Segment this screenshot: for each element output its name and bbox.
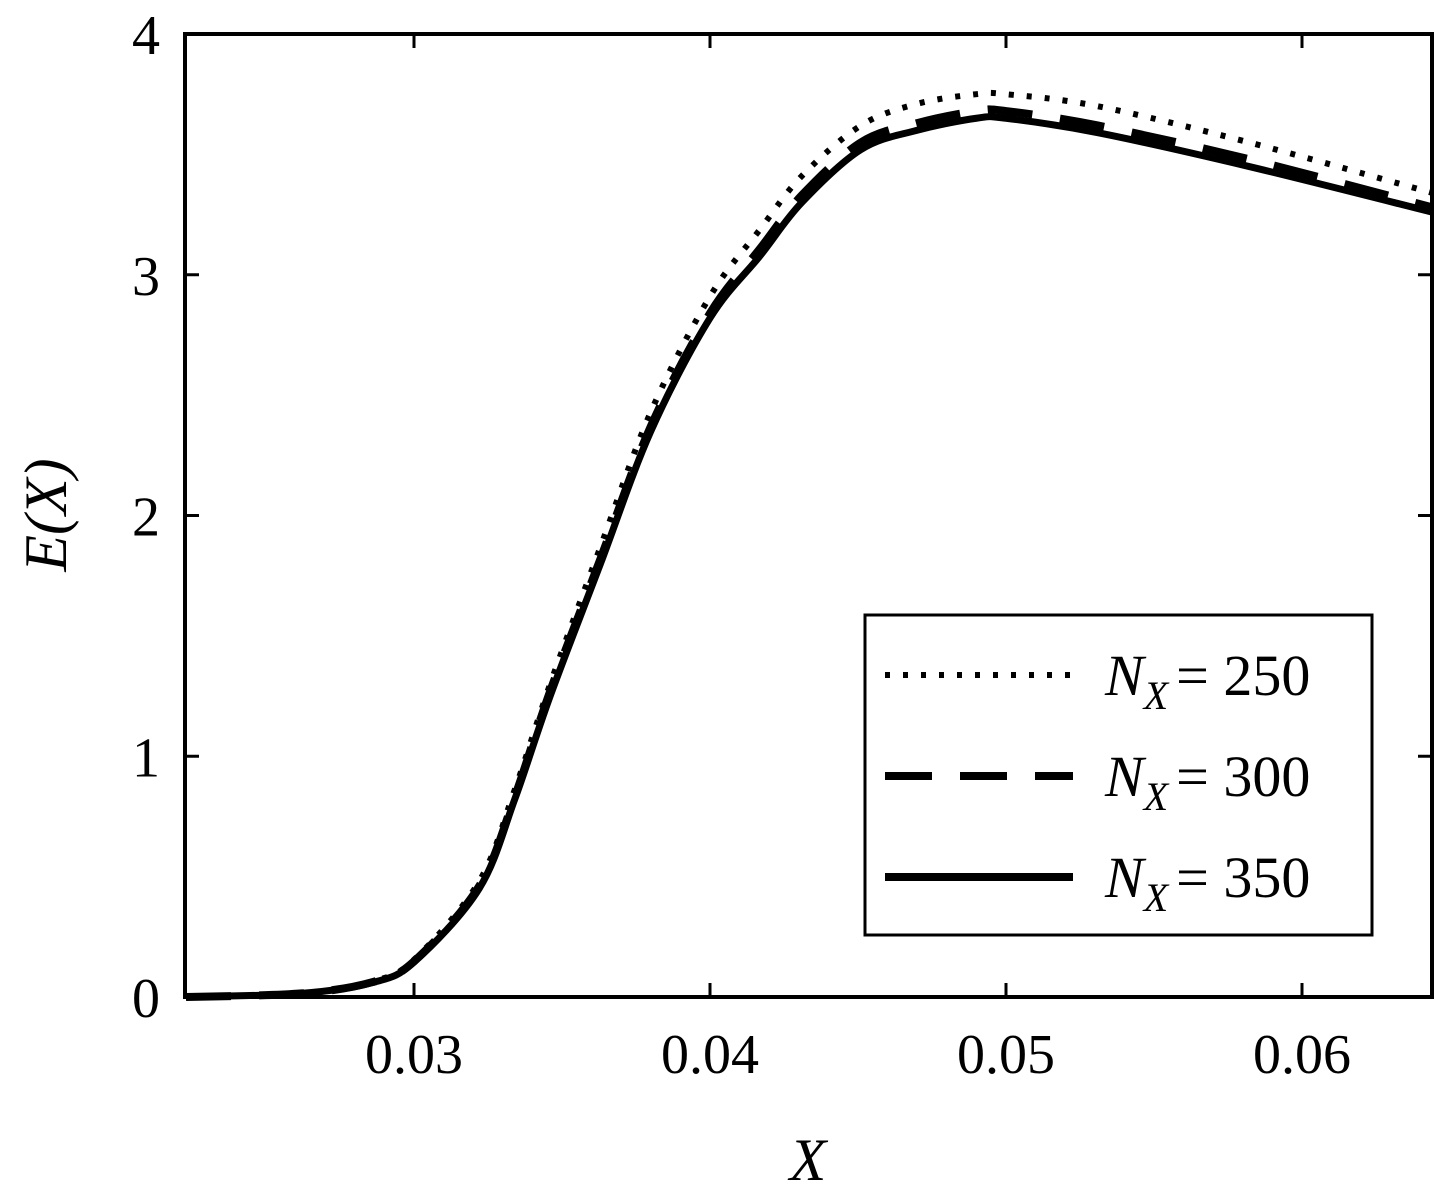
plot-lines	[185, 89, 1434, 1001]
legend-label: NX = 300	[1104, 744, 1310, 819]
y-tick-label: 0	[132, 968, 160, 1030]
x-tick-label: 0.05	[957, 1024, 1055, 1086]
legend-label: NX = 250	[1104, 643, 1310, 718]
y-axis-label: E(X)	[13, 458, 79, 572]
y-axis-ticks: 0 1 2 3 4	[132, 5, 1432, 1030]
y-tick-label: 3	[132, 246, 160, 308]
x-tick-label: 0.03	[365, 1024, 463, 1086]
y-tick-label: 1	[132, 727, 160, 789]
legend-box	[863, 613, 1374, 937]
series-line-solid	[185, 113, 1434, 1001]
legend: NX = 250 NX = 300 NX = 350	[863, 613, 1374, 937]
y-tick-label: 2	[132, 487, 160, 549]
y-tick-label: 4	[132, 5, 160, 67]
legend-label: NX = 350	[1104, 845, 1310, 920]
x-axis-ticks: 0.03 0.04 0.05 0.06	[365, 34, 1351, 1086]
x-axis-label: X	[788, 1127, 829, 1193]
x-tick-label: 0.06	[1253, 1024, 1351, 1086]
x-tick-label: 0.04	[661, 1024, 759, 1086]
